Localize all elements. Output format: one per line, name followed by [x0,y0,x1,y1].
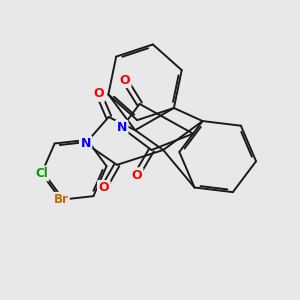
Text: O: O [119,74,130,87]
Text: O: O [98,182,109,194]
Text: O: O [131,169,142,182]
Text: Cl: Cl [35,167,48,180]
Text: Br: Br [53,193,68,206]
Text: N: N [80,137,91,150]
Text: O: O [94,87,104,101]
Text: N: N [117,121,127,134]
